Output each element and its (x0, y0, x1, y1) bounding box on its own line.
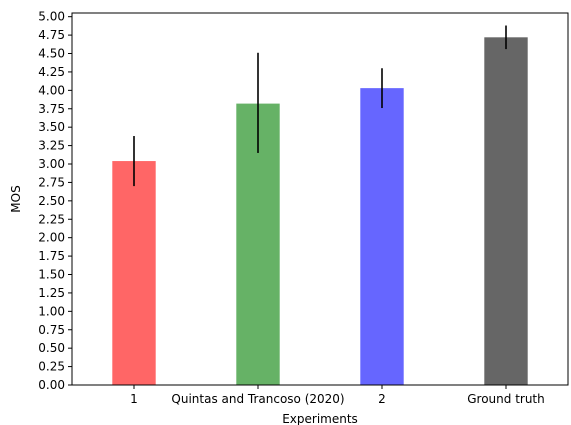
bar-2 (360, 88, 404, 386)
y-axis-title: MOS (9, 185, 23, 212)
plot-frame (71, 12, 569, 386)
error-bars-group (133, 25, 507, 187)
x-tick-label-3: Ground truth (467, 392, 545, 406)
bar-0 (112, 161, 156, 385)
y-tick-label-15: 3.75 (38, 102, 65, 116)
y-tick-label-8: 2.00 (38, 231, 65, 245)
y-tick-label-13: 3.25 (38, 139, 65, 153)
y-tick-label-11: 2.75 (38, 175, 65, 189)
y-tick-label-3: 0.75 (38, 323, 65, 337)
x-axis-title: Experiments (282, 412, 358, 425)
y-tick-label-18: 4.50 (38, 47, 65, 61)
y-tick-label-19: 4.75 (38, 28, 65, 42)
y-tick-label-14: 3.50 (38, 120, 65, 134)
y-tick-label-2: 0.50 (38, 341, 65, 355)
y-tick-label-9: 2.25 (38, 212, 65, 226)
x-tick-label-1: Quintas and Trancoso (2020) (171, 392, 344, 406)
y-tick-label-16: 4.00 (38, 83, 65, 97)
y-tick-label-20: 5.00 (38, 10, 65, 24)
x-tick-label-2: 2 (378, 392, 386, 406)
y-tick-label-12: 3.00 (38, 157, 65, 171)
y-tick-label-6: 1.50 (38, 268, 65, 282)
y-tick-label-10: 2.50 (38, 194, 65, 208)
bar-3 (484, 37, 528, 386)
y-tick-label-0: 0.00 (38, 378, 65, 392)
x-tick-label-0: 1 (130, 392, 138, 406)
y-tick-label-7: 1.75 (38, 249, 65, 263)
bars-group (112, 37, 528, 386)
y-axis: 0.00 0.25 0.50 0.75 1.00 1.25 1.50 1.75 2.00 2.25… (38, 10, 72, 392)
y-tick-label-1: 0.25 (38, 360, 65, 374)
y-tick-label-4: 1.00 (38, 304, 65, 318)
x-axis: 1 Quintas and Trancoso (2020) 2 Ground trut… (130, 385, 545, 406)
y-tick-label-17: 4.25 (38, 65, 65, 79)
y-tick-label-5: 1.25 (38, 286, 65, 300)
